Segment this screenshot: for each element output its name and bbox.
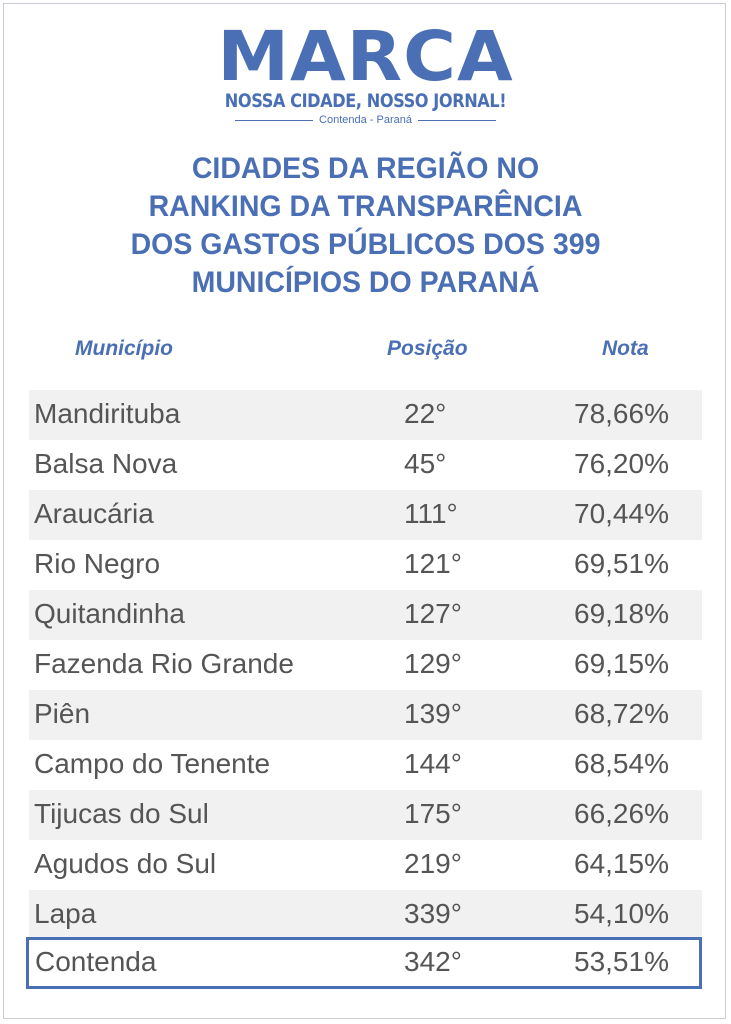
masthead-logo: MARCA NOSSA CIDADE, NOSSO JORNAL! Conten… xyxy=(0,20,731,126)
cell-posicao: 144° xyxy=(404,748,462,779)
logo-tagline: NOSSA CIDADE, NOSSO JORNAL! xyxy=(224,90,507,112)
cell-posicao: 219° xyxy=(404,848,462,879)
logo-rule-right xyxy=(417,119,496,121)
table-row: Tijucas do Sul 175° 66,26% xyxy=(29,790,702,840)
table-row: Agudos do Sul 219° 64,15% xyxy=(29,840,702,890)
cell-municipio: Quitandinha xyxy=(34,598,186,629)
table-row: Fazenda Rio Grande 129° 69,15% xyxy=(29,640,702,690)
cell-municipio: Piên xyxy=(34,698,91,729)
cell-nota: 54,10% xyxy=(574,898,669,929)
table-row: Campo do Tenente 144° 68,54% xyxy=(29,740,702,790)
cell-nota: 69,15% xyxy=(574,648,669,679)
cell-municipio: Agudos do Sul xyxy=(34,848,217,879)
cell-nota: 68,72% xyxy=(574,698,669,729)
cell-posicao: 22° xyxy=(404,398,447,429)
logo-location-text: Contenda - Paraná xyxy=(319,114,412,126)
cell-nota: 68,54% xyxy=(574,748,669,779)
table-row: Piên 139° 68,72% xyxy=(29,690,702,740)
cell-posicao: 339° xyxy=(404,898,462,929)
table-row: Mandirituba 22° 78,66% xyxy=(29,390,702,440)
cell-nota: 70,44% xyxy=(574,498,669,529)
logo-rule-left xyxy=(235,119,314,121)
cell-posicao: 121° xyxy=(404,548,462,579)
logo-wordmark: MARCA xyxy=(217,16,514,96)
table-row: Rio Negro 121° 69,51% xyxy=(29,540,702,590)
table-header: Município Posição Nota xyxy=(0,337,731,367)
cell-posicao: 129° xyxy=(404,648,462,679)
cell-municipio: Contenda xyxy=(35,946,157,977)
cell-municipio: Tijucas do Sul xyxy=(34,798,209,829)
table-row: Balsa Nova 45° 76,20% xyxy=(29,440,702,490)
cell-posicao: 139° xyxy=(404,698,462,729)
cell-posicao: 175° xyxy=(404,798,462,829)
table-row: Araucária 111° 70,44% xyxy=(29,490,702,540)
cell-municipio: Lapa xyxy=(34,898,97,929)
cell-nota: 78,66% xyxy=(574,398,669,429)
cell-posicao: 45° xyxy=(404,448,447,479)
cell-posicao: 342° xyxy=(404,946,462,977)
column-header-posicao: Posição xyxy=(387,337,468,360)
cell-nota: 53,51% xyxy=(574,946,669,977)
cell-nota: 76,20% xyxy=(574,448,669,479)
title-line-4: MUNICÍPIOS DO PARANÁ xyxy=(191,266,540,299)
cell-municipio: Mandirituba xyxy=(34,398,181,429)
page-title: CIDADES DA REGIÃO NO RANKING DA TRANSPAR… xyxy=(0,150,731,302)
logo-location: Contenda - Paraná xyxy=(0,114,731,126)
cell-municipio: Araucária xyxy=(34,498,154,529)
table-row: Quitandinha 127° 69,18% xyxy=(29,590,702,640)
cell-nota: 69,51% xyxy=(574,548,669,579)
table-row: Lapa 339° 54,10% xyxy=(29,890,702,940)
column-header-municipio: Município xyxy=(75,337,173,360)
cell-nota: 64,15% xyxy=(574,848,669,879)
cell-posicao: 127° xyxy=(404,598,462,629)
title-line-1: CIDADES DA REGIÃO NO xyxy=(191,152,540,185)
title-line-2: RANKING DA TRANSPARÊNCIA xyxy=(148,190,583,223)
cell-posicao: 111° xyxy=(404,498,458,529)
page-frame xyxy=(3,3,726,1019)
cell-nota: 66,26% xyxy=(574,798,669,829)
title-line-3: DOS GASTOS PÚBLICOS DOS 399 xyxy=(130,228,601,261)
cell-municipio: Rio Negro xyxy=(34,548,161,579)
cell-nota: 69,18% xyxy=(574,598,669,629)
cell-municipio: Fazenda Rio Grande xyxy=(34,648,294,679)
column-header-nota: Nota xyxy=(602,337,649,360)
cell-municipio: Balsa Nova xyxy=(34,448,178,479)
cell-municipio: Campo do Tenente xyxy=(34,748,271,779)
table-row-highlighted: Contenda 342° 53,51% xyxy=(26,937,702,989)
